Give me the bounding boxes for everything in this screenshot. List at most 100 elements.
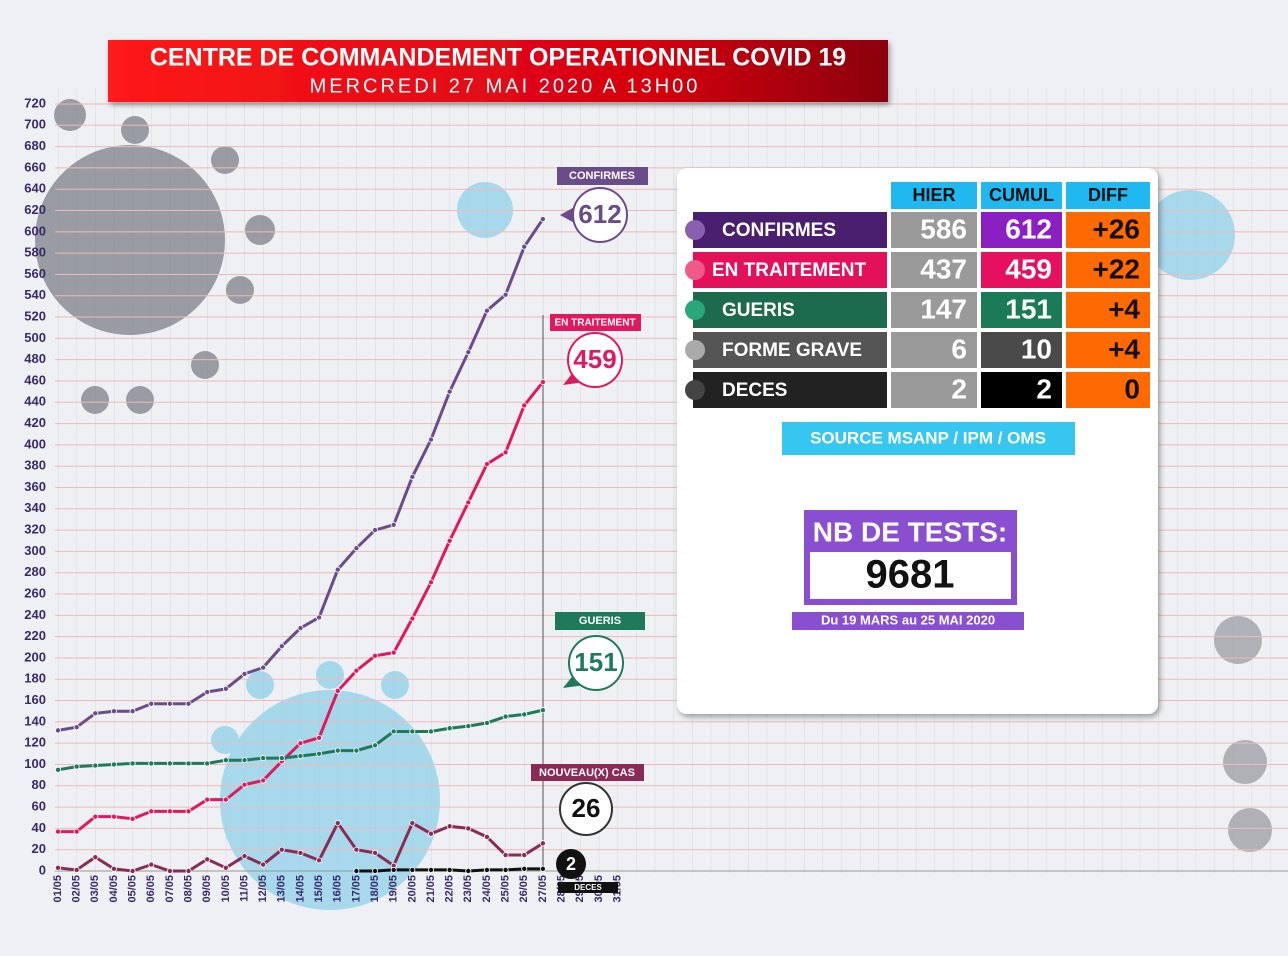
point: [73, 763, 80, 770]
y-tick-label: 480: [24, 351, 46, 366]
point: [110, 708, 117, 715]
point: [297, 849, 304, 856]
x-tick-label: 01/05: [52, 875, 64, 903]
y-tick-label: 320: [24, 522, 46, 537]
point: [260, 777, 267, 784]
y-tick-label: 680: [24, 138, 46, 153]
bubble: [572, 187, 628, 243]
diff-value: +22: [1093, 253, 1141, 284]
cumul-value: 10: [1021, 333, 1052, 364]
y-tick-label: 380: [24, 458, 46, 473]
row-dot: [685, 260, 705, 280]
header-label: HIER: [912, 185, 955, 205]
point: [409, 820, 416, 827]
x-tick-label: 18/05: [369, 875, 381, 903]
point: [129, 815, 136, 822]
point: [73, 724, 80, 731]
y-tick-label: 140: [24, 713, 46, 728]
period-box: [792, 612, 1024, 630]
decor-virus: [35, 99, 1272, 910]
source-box: [782, 422, 1075, 455]
point: [92, 854, 99, 861]
point: [129, 760, 136, 767]
bubble: [567, 332, 623, 388]
hier-cell: [891, 332, 977, 368]
point: [483, 719, 490, 726]
point: [502, 449, 509, 456]
y-tick-label: 500: [24, 330, 46, 345]
y-tick-label: 340: [24, 500, 46, 515]
point: [483, 833, 490, 840]
point: [446, 537, 453, 544]
hier-value: 586: [920, 213, 967, 244]
point: [297, 625, 304, 632]
source: SOURCE MSANP / IPM / OMS: [810, 428, 1046, 447]
point: [166, 760, 173, 767]
point: [390, 521, 397, 528]
y-tick-label: 20: [32, 841, 46, 856]
point: [148, 808, 155, 815]
x-tick-label: 08/05: [182, 875, 194, 903]
bubble-value: 459: [573, 344, 616, 374]
point: [278, 846, 285, 853]
bubble: [559, 782, 613, 836]
point: [110, 813, 117, 820]
point: [241, 781, 248, 788]
hier-cell: [891, 292, 977, 328]
point: [427, 830, 434, 837]
x-tick-label: 07/05: [164, 875, 176, 903]
point: [539, 840, 546, 847]
bubble-value: 151: [574, 647, 617, 677]
y-tick-label: 420: [24, 415, 46, 430]
point: [110, 865, 117, 872]
point: [148, 700, 155, 707]
cumul-cell: [981, 252, 1062, 288]
point: [409, 866, 416, 873]
point: [185, 808, 192, 815]
x-tick-label: 11/05: [238, 875, 250, 902]
point: [465, 825, 472, 832]
y-tick-label: 120: [24, 735, 46, 750]
point: [353, 868, 360, 875]
row-label-bg: [693, 332, 887, 368]
hier-cell: [891, 212, 977, 248]
hier-cell: [891, 252, 977, 288]
point: [129, 708, 136, 715]
point: [166, 700, 173, 707]
point: [278, 755, 285, 762]
x-tick-label: 27/05: [537, 875, 549, 903]
tests-label: NB DE TESTS:: [813, 516, 1007, 547]
x-tick-label: 15/05: [313, 875, 325, 903]
point: [465, 868, 472, 875]
x-tick-label: 25/05: [500, 875, 512, 903]
x-tick-label: 24/05: [481, 875, 493, 903]
header-label: DIFF: [1088, 185, 1128, 205]
y-tick-label: 400: [24, 436, 46, 451]
x-tick-label: 10/05: [220, 875, 232, 903]
series-tag: DECES: [574, 883, 602, 892]
y-tick-label: 80: [32, 777, 46, 792]
tests-value: 9681: [866, 553, 955, 597]
point: [92, 813, 99, 820]
y-tick-label: 260: [24, 585, 46, 600]
point: [353, 667, 360, 674]
point: [55, 766, 62, 773]
y-tick-label: 160: [24, 692, 46, 707]
point: [446, 725, 453, 732]
tests-inner: [810, 552, 1011, 599]
x-tick-label: 03/05: [89, 875, 101, 903]
header-label: CUMUL: [989, 185, 1054, 205]
bubble-value: 26: [572, 793, 601, 823]
point: [465, 723, 472, 730]
point: [409, 473, 416, 480]
chart-title: CENTRE DE COMMANDEMENT OPERATIONNEL COVI…: [150, 44, 846, 72]
y-tick-label: 520: [24, 308, 46, 323]
diff-cell: [1066, 292, 1150, 328]
point: [372, 849, 379, 856]
point: [316, 614, 323, 621]
point: [260, 755, 267, 762]
y-tick-label: 280: [24, 564, 46, 579]
tag-bg: [550, 314, 641, 331]
bubble: [556, 849, 586, 879]
